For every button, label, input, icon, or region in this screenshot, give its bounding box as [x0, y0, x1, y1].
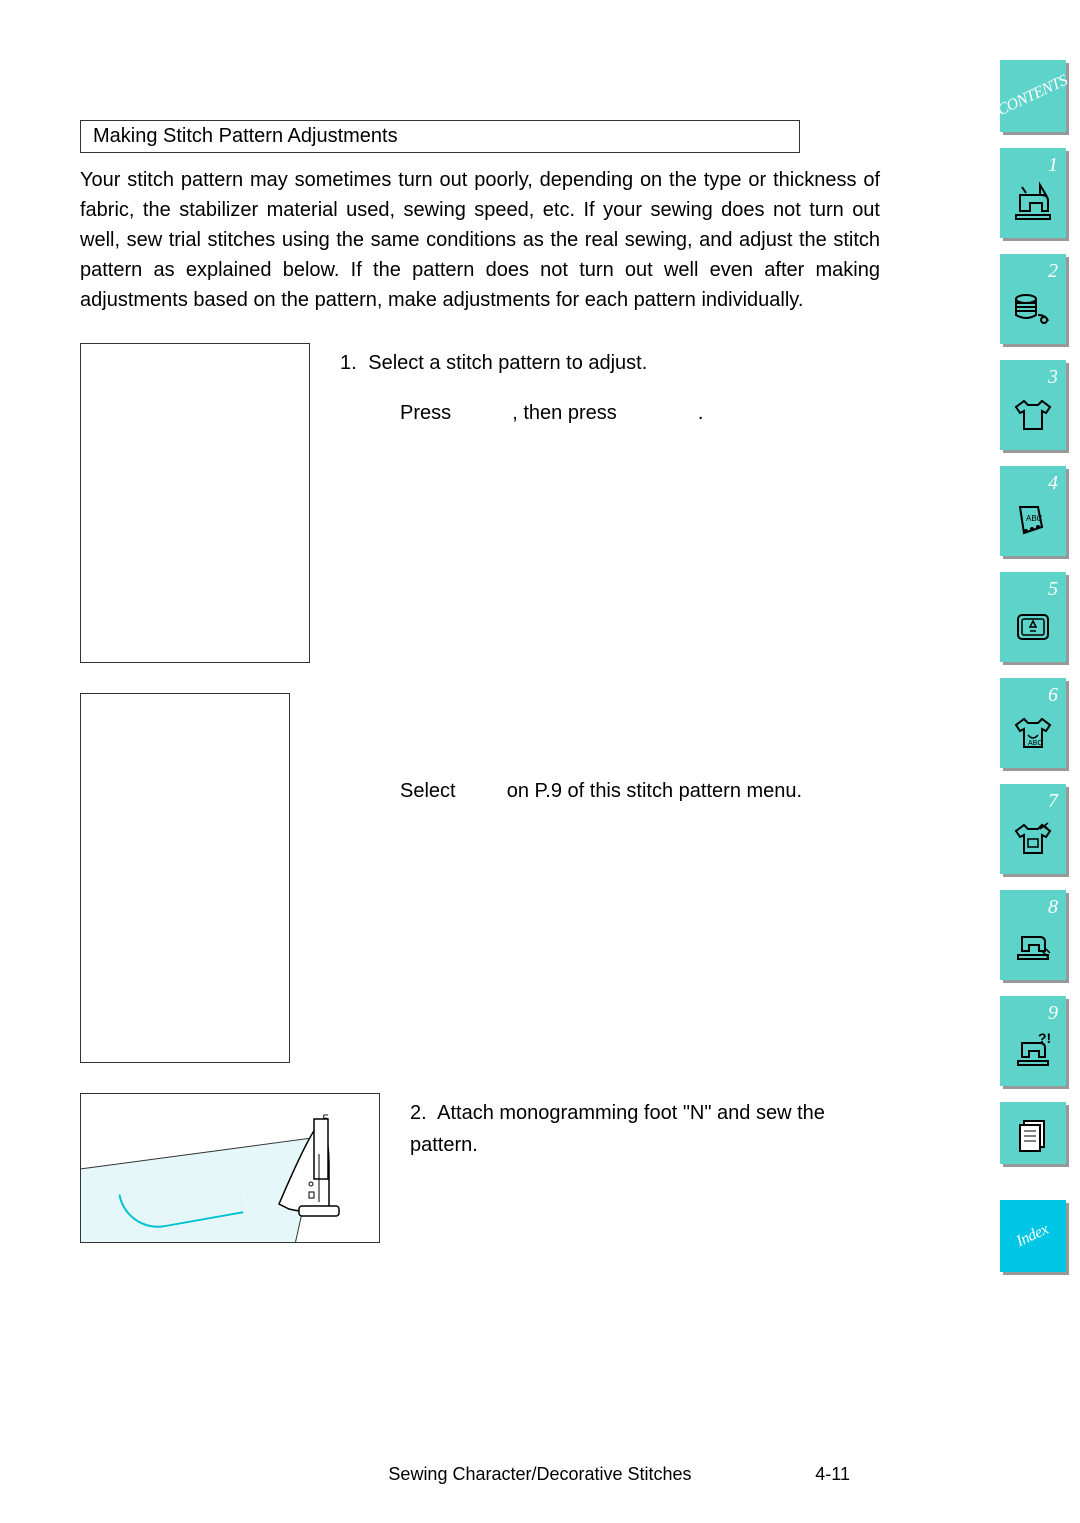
shirt-edit-icon: ABC: [1010, 709, 1056, 755]
monogram-flag-icon: ABC: [1010, 497, 1056, 543]
step1b-line: Select on P.9 of this stitch pattern men…: [400, 775, 802, 807]
tab-num-7: 7: [1048, 790, 1058, 813]
step1-number: 1.: [340, 352, 357, 374]
footer-page-number: 4-11: [815, 1464, 850, 1485]
tab-num-1: 1: [1048, 154, 1058, 177]
section-title: Making Stitch Pattern Adjustments: [80, 120, 800, 153]
tab-chapter-1[interactable]: 1: [1000, 148, 1066, 238]
chapter-tabs-sidebar: CONTENTS 1 2 3 4 ABC 5 6 ABC: [1000, 60, 1080, 1272]
tab-num-8: 8: [1048, 896, 1058, 919]
tab-num-3: 3: [1048, 366, 1058, 389]
tab-num-9: 9: [1048, 1002, 1058, 1025]
thread-spool-icon: [1010, 285, 1056, 331]
sewing-machine-icon: [1010, 179, 1056, 225]
tab-appendix[interactable]: [1000, 1102, 1066, 1164]
tab-contents[interactable]: CONTENTS: [1000, 60, 1066, 132]
tab-chapter-6[interactable]: 6 ABC: [1000, 678, 1066, 768]
step2-number: 2.: [410, 1102, 427, 1124]
tab-chapter-2[interactable]: 2: [1000, 254, 1066, 344]
presser-foot-icon: [269, 1114, 349, 1224]
step2-text: Attach monogramming foot "N" and sew the…: [410, 1102, 825, 1156]
tab-num-2: 2: [1048, 260, 1058, 283]
select-label: Select: [400, 780, 456, 802]
svg-text:ABC: ABC: [1026, 514, 1043, 523]
step2-line: 2. Attach monogramming foot "N" and sew …: [410, 1097, 880, 1161]
tab-chapter-5[interactable]: 5: [1000, 572, 1066, 662]
shirt-icon: [1010, 391, 1056, 437]
svg-text:?!: ?!: [1038, 1030, 1051, 1046]
shirt-applique-icon: [1010, 815, 1056, 861]
press-label-c: .: [698, 402, 704, 424]
tab-chapter-8[interactable]: 8: [1000, 890, 1066, 980]
step1-text: Select a stitch pattern to adjust.: [368, 352, 647, 374]
tab-chapter-3[interactable]: 3: [1000, 360, 1066, 450]
intro-paragraph: Your stitch pattern may sometimes turn o…: [80, 165, 880, 315]
figure-monogram-foot: 5 ↓: [80, 1093, 380, 1243]
contents-label: CONTENTS: [995, 72, 1071, 120]
svg-text:ABC: ABC: [1028, 740, 1042, 747]
document-stack-icon: [1010, 1111, 1056, 1157]
tab-num-6: 6: [1048, 684, 1058, 707]
step1-subline: Press , then press .: [400, 397, 703, 429]
footer-chapter: Sewing Character/Decorative Stitches: [388, 1464, 691, 1485]
press-label-b: , then press: [512, 402, 617, 424]
index-label: Index: [1014, 1221, 1052, 1251]
figure-step1b: [80, 693, 290, 1063]
press-label-a: Press: [400, 402, 451, 424]
select-rest: on P.9 of this stitch pattern menu.: [507, 780, 802, 802]
tab-chapter-4[interactable]: 4 ABC: [1000, 466, 1066, 556]
tab-chapter-9[interactable]: 9 ?!: [1000, 996, 1066, 1086]
figure-step1: [80, 343, 310, 663]
sewing-machine-small-icon: [1010, 921, 1056, 967]
tab-index[interactable]: Index: [1000, 1200, 1066, 1272]
tab-num-5: 5: [1048, 578, 1058, 601]
step1-line: 1. Select a stitch pattern to adjust.: [340, 347, 703, 379]
tab-chapter-7[interactable]: 7: [1000, 784, 1066, 874]
embroidery-hoop-icon: [1010, 603, 1056, 649]
sewing-machine-help-icon: ?!: [1010, 1027, 1056, 1073]
page-footer: Sewing Character/Decorative Stitches 4-1…: [0, 1464, 1080, 1485]
tab-num-4: 4: [1048, 472, 1058, 495]
